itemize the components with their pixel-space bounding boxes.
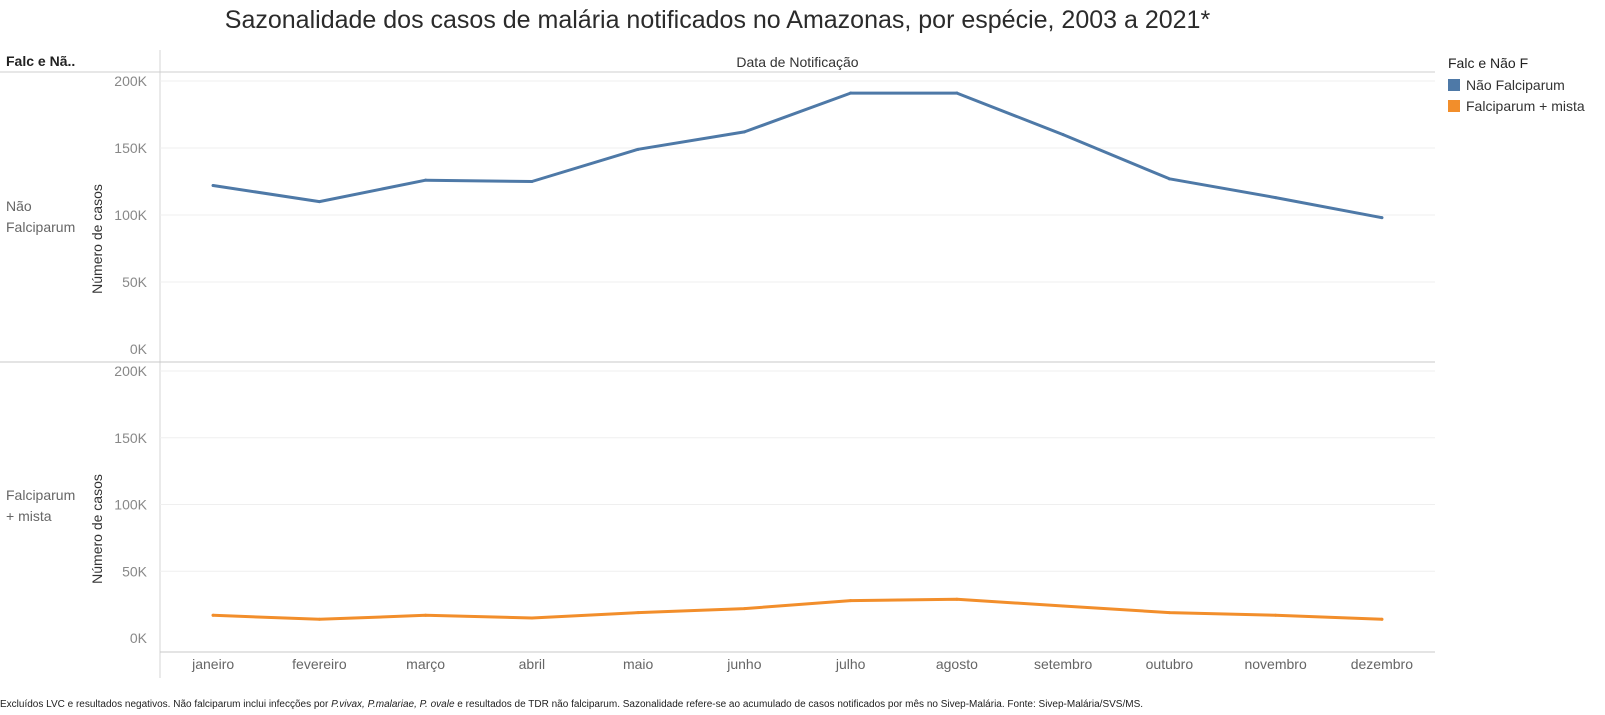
data-point: [1380, 617, 1384, 621]
x-tick-label: junho: [726, 656, 761, 672]
data-point: [211, 184, 215, 188]
chart-title: Sazonalidade dos casos de malária notifi…: [224, 6, 1211, 34]
legend-title: Falc e Não F: [1448, 55, 1529, 71]
data-point: [1061, 133, 1065, 137]
data-point: [1380, 216, 1384, 220]
y-tick-label: 50K: [122, 563, 148, 579]
x-tick-label: março: [406, 656, 445, 672]
data-point: [424, 613, 428, 617]
y-axis-title: Número de casos: [89, 184, 105, 294]
data-point: [1167, 177, 1171, 181]
y-tick-label: 200K: [114, 73, 147, 89]
x-tick-label: novembro: [1244, 656, 1306, 672]
data-point: [849, 91, 853, 95]
y-tick-label: 50K: [122, 274, 148, 290]
column-header-label: Data de Notificação: [736, 54, 859, 70]
x-tick-label: dezembro: [1351, 656, 1413, 672]
data-point: [317, 200, 321, 204]
data-point: [1061, 604, 1065, 608]
footnote-text-2: e resultados de TDR não falciparum. Sazo…: [454, 699, 1144, 710]
data-point: [424, 178, 428, 182]
x-tick-label: maio: [623, 656, 654, 672]
x-tick-label: julho: [835, 656, 866, 672]
y-tick-label: 150K: [114, 140, 147, 156]
footnote: Excluídos LVC e resultados negativos. Nã…: [0, 699, 1143, 710]
row-header-label: Falc e Nã..: [6, 53, 76, 69]
legend-label-falciparum-mista: Falciparum + mista: [1466, 97, 1585, 114]
legend-item-nao-falciparum[interactable]: Não Falciparum: [1448, 74, 1585, 95]
data-point: [636, 611, 640, 615]
data-point: [636, 147, 640, 151]
x-tick-label: outubro: [1146, 656, 1194, 672]
y-tick-label: 100K: [114, 207, 147, 223]
y-tick-label: 150K: [114, 430, 147, 446]
data-point: [530, 616, 534, 620]
data-point: [955, 597, 959, 601]
data-point: [955, 91, 959, 95]
row-label-nao-falciparum: Não Falciparum: [6, 198, 76, 235]
series-line-falciparum-mista: [211, 597, 1384, 621]
footnote-text-1: Excluídos LVC e resultados negativos. Nã…: [0, 699, 332, 710]
x-tick-label: abril: [519, 656, 545, 672]
x-tick-label: agosto: [936, 656, 978, 672]
series-line-nao-falciparum: [211, 91, 1384, 220]
legend: Falc e Não F Não Falciparum Falciparum +…: [1448, 55, 1585, 116]
data-point: [742, 130, 746, 134]
x-tick-label: janeiro: [191, 656, 234, 672]
y-tick-label: 100K: [114, 497, 147, 513]
row-label-falciparum-mista: Falciparum + mista: [6, 487, 76, 524]
legend-swatch-falciparum-mista: [1448, 99, 1460, 112]
x-tick-label: setembro: [1034, 656, 1093, 672]
data-point: [211, 613, 215, 617]
y-tick-label: 0K: [130, 630, 148, 646]
x-tick-label: fevereiro: [292, 656, 347, 672]
y-tick-label: 0K: [130, 341, 148, 357]
legend-swatch-nao-falciparum: [1448, 78, 1460, 91]
data-point: [1167, 611, 1171, 615]
data-point: [849, 599, 853, 603]
footnote-species: P.vivax, P.malariae, P. ovale: [331, 699, 455, 710]
legend-item-falciparum-mista[interactable]: Falciparum + mista: [1448, 95, 1585, 116]
data-point: [317, 617, 321, 621]
legend-label-nao-falciparum: Não Falciparum: [1466, 76, 1565, 93]
y-tick-label: 200K: [114, 363, 147, 379]
y-axis-title: Número de casos: [89, 474, 105, 584]
data-point: [1274, 613, 1278, 617]
data-point: [742, 607, 746, 611]
data-point: [1274, 196, 1278, 200]
data-point: [530, 180, 534, 183]
chart-area: 0K 50K 100K 150K 200K Número de casos 0K 50K 100…: [0, 50, 1435, 678]
